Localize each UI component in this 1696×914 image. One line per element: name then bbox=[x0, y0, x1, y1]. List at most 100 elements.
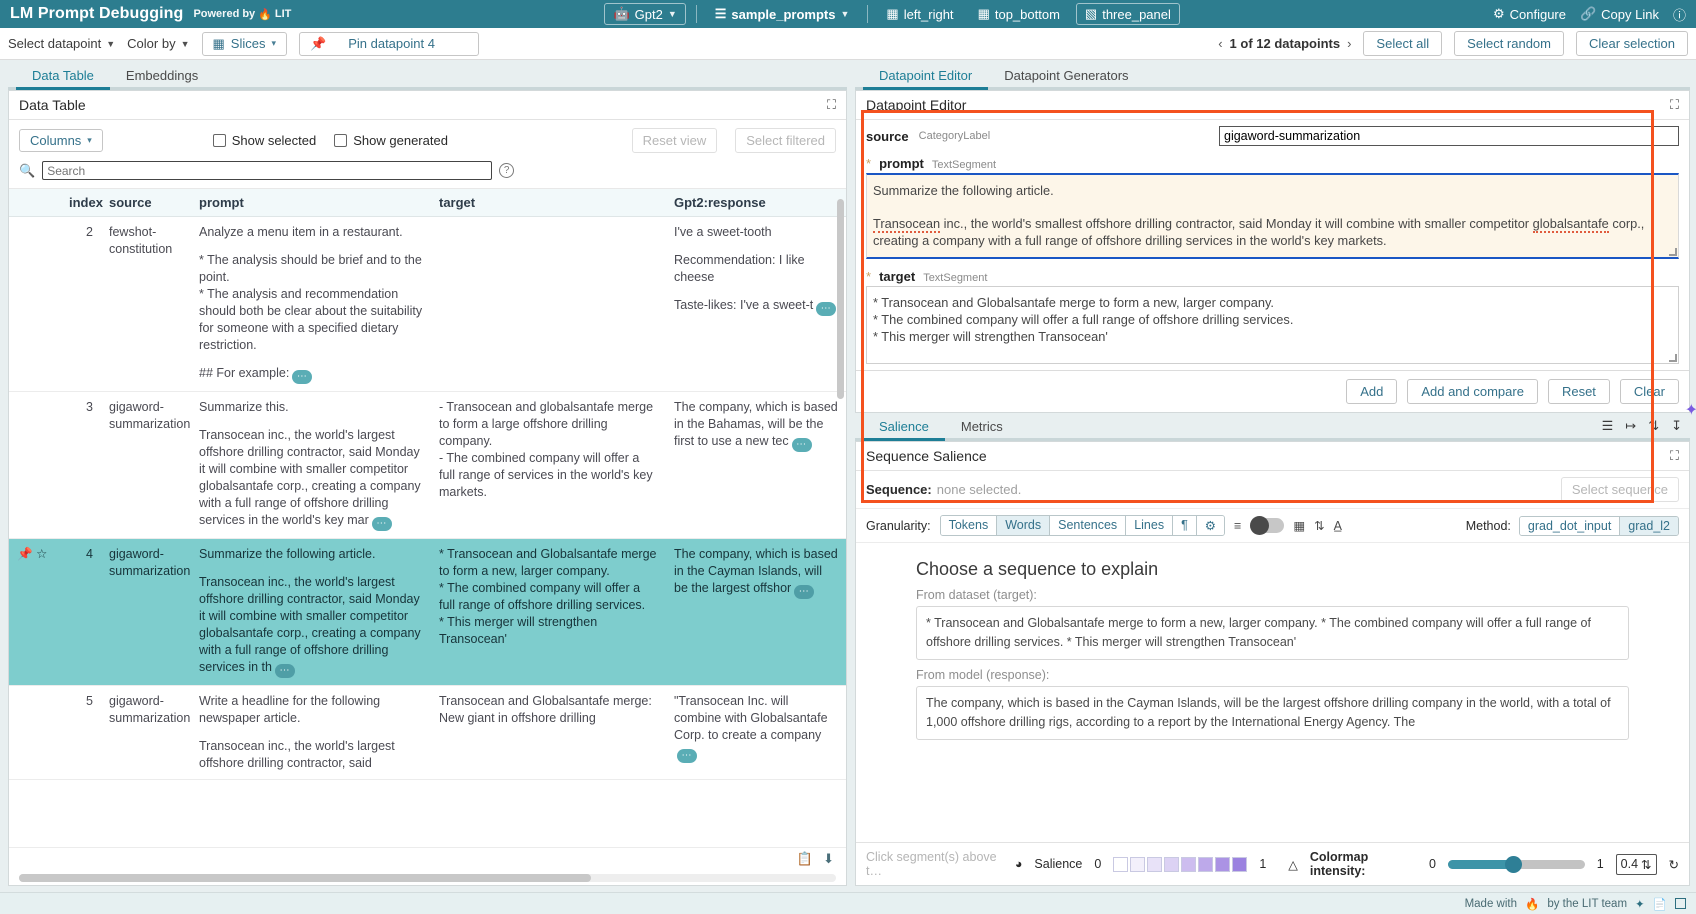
copy-icon[interactable]: 📋 bbox=[796, 851, 814, 866]
vertical-align-icon[interactable]: ⇅ bbox=[1314, 519, 1325, 533]
granularity-tokens[interactable]: Tokens bbox=[940, 516, 998, 535]
expand-more-badge[interactable]: ⋯ bbox=[816, 302, 837, 316]
colormap-value-stepper[interactable]: 0.4 ⇅ bbox=[1615, 853, 1657, 875]
next-datapoint-button[interactable]: › bbox=[1347, 36, 1352, 51]
clear-selection-button[interactable]: Clear selection bbox=[1576, 31, 1688, 56]
paragraph-icon[interactable]: ¶ bbox=[1173, 516, 1197, 535]
table-row[interactable]: 2 fewshot-constitution Analyze a menu it… bbox=[9, 216, 846, 392]
col-response[interactable]: Gpt2:response bbox=[666, 189, 846, 217]
col-prompt[interactable]: prompt bbox=[191, 189, 431, 217]
table-row[interactable]: 3 gigaword-summarization Summarize this.… bbox=[9, 391, 846, 539]
source-field-input[interactable] bbox=[1219, 126, 1679, 146]
slider-knob[interactable] bbox=[1505, 855, 1523, 873]
select-all-button[interactable]: Select all bbox=[1363, 31, 1443, 56]
tab-salience[interactable]: Salience bbox=[863, 414, 945, 441]
reset-view-button[interactable]: Reset view bbox=[631, 128, 718, 153]
help-icon[interactable]: ⓘ bbox=[1672, 7, 1686, 23]
columns-dropdown[interactable]: Columns ▾ bbox=[19, 129, 103, 152]
search-input[interactable] bbox=[42, 161, 493, 180]
col-index[interactable]: index bbox=[61, 189, 103, 217]
layout-left-right[interactable]: ▦ left_right bbox=[878, 4, 961, 24]
target-field-textarea[interactable]: * Transocean and Globalsantafe merge to … bbox=[866, 286, 1679, 364]
doc-icon[interactable]: 📄 bbox=[1652, 898, 1667, 911]
expand-icon[interactable]: ⛶ bbox=[1669, 97, 1679, 112]
horizontal-scrollbar[interactable] bbox=[19, 874, 836, 882]
expand-more-badge[interactable]: ⋯ bbox=[274, 664, 295, 678]
vertical-scrollbar[interactable] bbox=[837, 199, 844, 399]
prompt-field-textarea[interactable]: Summarize the following article. Transoc… bbox=[866, 173, 1679, 259]
select-datapoint-dropdown[interactable]: Select datapoint ▼ bbox=[8, 36, 115, 51]
expand-more-badge[interactable]: ⋯ bbox=[677, 749, 697, 763]
slices-button[interactable]: ▦ Slices ▾ bbox=[201, 31, 288, 56]
expand-more-badge[interactable]: ⋯ bbox=[292, 370, 313, 384]
lines-density-icon[interactable]: ≡ bbox=[1234, 518, 1242, 533]
colormap-intensity-slider[interactable] bbox=[1447, 855, 1585, 873]
dense-view-toggle[interactable] bbox=[1250, 516, 1285, 535]
layout-top-bottom[interactable]: ▦ top_bottom bbox=[970, 4, 1068, 24]
copy-link-button[interactable]: 🔗 Copy Link bbox=[1580, 6, 1659, 22]
star-icon[interactable]: ✦ bbox=[1635, 898, 1645, 911]
add-and-compare-button[interactable]: Add and compare bbox=[1407, 379, 1538, 404]
tab-embeddings[interactable]: Embeddings bbox=[125, 68, 199, 83]
tab-data-table[interactable]: Data Table bbox=[16, 63, 110, 90]
select-filtered-button[interactable]: Select filtered bbox=[735, 128, 836, 153]
granularity-sentences[interactable]: Sentences bbox=[1050, 516, 1127, 535]
menu-icon[interactable]: ☰ bbox=[1601, 418, 1614, 433]
stepper-arrows-icon[interactable]: ⇅ bbox=[1641, 857, 1652, 872]
select-sequence-button[interactable]: Select sequence bbox=[1560, 477, 1679, 502]
pin-icon[interactable]: 📌 bbox=[17, 547, 33, 561]
col-target[interactable]: target bbox=[431, 189, 666, 217]
align-top-icon[interactable]: ↦ bbox=[1625, 418, 1637, 433]
textarea-resize-handle[interactable] bbox=[1669, 354, 1677, 362]
row-pin-cell[interactable]: 📌 ☆ bbox=[9, 538, 61, 686]
reset-button[interactable]: Reset bbox=[1547, 379, 1610, 404]
star-icon[interactable]: ☆ bbox=[36, 547, 48, 561]
data-table-scroll-area[interactable]: index source prompt target Gpt2:response… bbox=[9, 188, 846, 847]
align-middle-icon[interactable]: ⇅ bbox=[1648, 418, 1660, 433]
font-size-icon[interactable]: A̲ bbox=[1333, 518, 1342, 533]
method-grad-dot-input[interactable]: grad_dot_input bbox=[1519, 516, 1621, 535]
dataset-selector[interactable]: ☰ sample_prompts ▼ bbox=[707, 4, 858, 24]
show-generated-checkbox[interactable]: Show generated bbox=[334, 133, 448, 148]
expand-more-badge[interactable]: ⋯ bbox=[791, 438, 812, 452]
expand-icon[interactable]: ⛶ bbox=[1669, 448, 1679, 463]
align-bottom-icon[interactable]: ↧ bbox=[1671, 418, 1682, 433]
tab-datapoint-generators[interactable]: Datapoint Generators bbox=[1004, 68, 1129, 83]
gear-icon[interactable]: ⚙ bbox=[1196, 516, 1225, 535]
from-model-box[interactable]: The company, which is based in the Cayma… bbox=[916, 686, 1629, 740]
download-icon[interactable]: ⬇ bbox=[823, 851, 834, 866]
row-pin-cell[interactable] bbox=[9, 685, 61, 780]
add-button[interactable]: Add bbox=[1346, 379, 1398, 404]
reset-icon[interactable]: ↻ bbox=[1668, 857, 1679, 872]
table-row[interactable]: 📌 ☆ 4 gigaword-summarization Summarize t… bbox=[9, 538, 846, 686]
method-grad-l2[interactable]: grad_l2 bbox=[1620, 516, 1678, 535]
granularity-lines[interactable]: Lines bbox=[1126, 516, 1174, 535]
sparkle-icon[interactable]: ✦ bbox=[1684, 402, 1696, 419]
grid-view-icon[interactable]: ▦ bbox=[1293, 519, 1306, 533]
tab-datapoint-editor[interactable]: Datapoint Editor bbox=[863, 63, 989, 90]
from-dataset-box[interactable]: * Transocean and Globalsantafe merge to … bbox=[916, 606, 1629, 660]
horizontal-scrollbar-thumb[interactable] bbox=[19, 874, 591, 882]
col-source[interactable]: source bbox=[101, 189, 191, 217]
expand-more-badge[interactable]: ⋯ bbox=[794, 585, 815, 599]
model-selector[interactable]: 🤖 Gpt2 ▼ bbox=[604, 3, 686, 25]
granularity-words[interactable]: Words bbox=[997, 516, 1051, 535]
expand-icon[interactable]: ⛶ bbox=[826, 97, 836, 112]
select-random-button[interactable]: Select random bbox=[1454, 31, 1564, 56]
configure-button[interactable]: ⚙ Configure bbox=[1493, 6, 1566, 22]
clear-button[interactable]: Clear bbox=[1619, 379, 1679, 404]
tab-metrics[interactable]: Metrics bbox=[960, 419, 1003, 434]
expand-more-badge[interactable]: ⋯ bbox=[371, 517, 392, 531]
table-row[interactable]: 5 gigaword-summarization Write a headlin… bbox=[9, 685, 846, 780]
layout-three-panel[interactable]: ▧ three_panel bbox=[1075, 3, 1180, 25]
show-selected-checkbox[interactable]: Show selected bbox=[212, 133, 316, 148]
row-pin-cell[interactable] bbox=[9, 216, 61, 392]
row-pin-cell[interactable] bbox=[9, 391, 61, 539]
pin-datapoint-button[interactable]: 📌 Pin datapoint 4 bbox=[299, 31, 480, 56]
textarea-resize-handle[interactable] bbox=[1669, 248, 1677, 256]
panel-icon[interactable] bbox=[1675, 898, 1686, 909]
modified-marker: * bbox=[866, 156, 872, 171]
help-icon[interactable]: ? bbox=[499, 163, 515, 178]
color-by-dropdown[interactable]: Color by ▼ bbox=[127, 36, 189, 51]
prev-datapoint-button[interactable]: ‹ bbox=[1218, 36, 1223, 51]
